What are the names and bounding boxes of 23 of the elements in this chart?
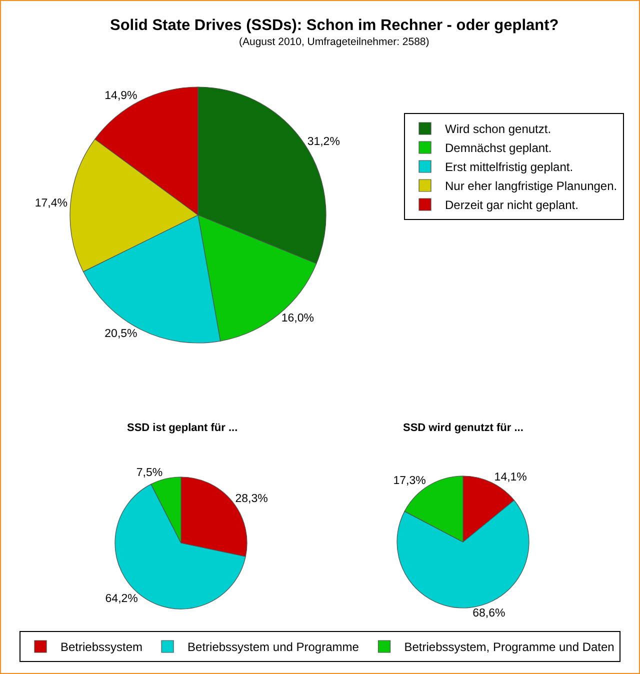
data-label: 17,4%: [34, 198, 68, 210]
legend-label: Betriebssystem und Programme: [188, 640, 360, 654]
chart-subtitle: (August 2010, Umfrageteilnehmer: 2588): [239, 36, 430, 48]
slice-label: SSD ist geplant für ...: [127, 422, 238, 434]
legend-label: Nur eher langfristige Planungen.: [445, 179, 618, 194]
legend-label: Derzeit gar nicht geplant.: [445, 198, 578, 212]
chart-title: Solid State Drives (SSDs): Schon im Rechner - oder geplant?: [110, 17, 559, 34]
legend-label: Betriebssystem, Programme und Daten: [404, 640, 614, 654]
data-label: 17,3%: [393, 475, 426, 488]
legend-label: Erst mittelfristig geplant.: [445, 160, 574, 174]
legend-label: Betriebssystem: [60, 640, 143, 654]
data-label: 31,2%: [307, 136, 340, 148]
data-label: 14,1%: [494, 471, 527, 484]
data-label: 20,5%: [104, 328, 138, 340]
slice-label: SSD wird genutzt für ...: [403, 422, 524, 434]
data-label: 14,9%: [104, 90, 138, 102]
data-label: 68,6%: [472, 608, 506, 620]
legend-label: Wird schon genutzt.: [445, 122, 552, 136]
data-label: 16,0%: [281, 312, 314, 324]
legend-label: Demnächst geplant.: [445, 141, 552, 156]
data-label: 28,3%: [235, 493, 268, 506]
data-label: 7,5%: [136, 467, 163, 480]
data-label: 64,2%: [105, 593, 138, 606]
